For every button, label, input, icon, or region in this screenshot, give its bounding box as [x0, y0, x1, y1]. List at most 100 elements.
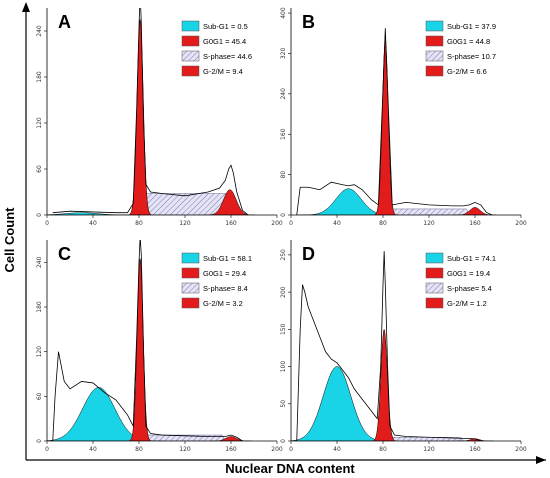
legend-label: G0G1 = 44.8: [447, 37, 490, 46]
panel-letter: B: [302, 12, 315, 32]
x-tick-label: 40: [333, 220, 341, 227]
x-tick-label: 200: [271, 446, 283, 453]
y-axis-label: Cell Count: [2, 207, 17, 273]
y-tick-label: 180: [36, 301, 43, 313]
y-tick-label: 200: [280, 286, 287, 298]
histogram-line: [52, 240, 243, 441]
panel-c: 0 40 80 120 160 200 0 60 120 180 240 C Sub-G1 = 58.1…: [36, 240, 283, 453]
x-axis-label: Nuclear DNA content: [225, 461, 355, 476]
histogram-line: [296, 28, 493, 215]
legend-swatch: [181, 20, 200, 32]
panel-letter: C: [58, 244, 71, 264]
y-tick-label: 80: [280, 171, 287, 179]
legend-swatch: [181, 297, 200, 309]
g0g1-peak: [371, 328, 398, 441]
legend-label: G-2/M = 3.2: [203, 299, 243, 308]
y-tick-label: 60: [36, 165, 43, 173]
x-tick-label: 40: [89, 446, 97, 453]
s-phase-area: [388, 208, 470, 215]
y-tick-label: 50: [280, 400, 287, 408]
panel-a: 0 40 80 120 160 200 0 60 120 180 240 A Sub-G1 = 0.5 G…: [36, 8, 283, 227]
histogram-line: [296, 251, 481, 441]
x-tick-label: 160: [225, 220, 237, 227]
x-tick-label: 0: [45, 220, 49, 227]
legend: Sub-G1 = 74.1 G0G1 = 19.4 S-phase= 5.4 G-2/…: [425, 252, 496, 309]
x-tick-label: 160: [469, 446, 481, 453]
legend-swatch: [425, 297, 444, 309]
y-tick-label: 250: [280, 249, 287, 261]
legend-label: Sub-G1 = 58.1: [203, 254, 252, 263]
panel-letter: A: [58, 12, 71, 32]
panel-d: 0 40 80 120 160 200 0 50 100 150 200 250 D Sub-G1 = 7…: [280, 240, 527, 453]
plot-area: [296, 28, 496, 215]
legend-swatch: [181, 65, 200, 77]
x-tick-label: 40: [333, 446, 341, 453]
y-tick-label: 240: [36, 256, 43, 268]
y-tick-label: 0: [36, 213, 43, 217]
x-tick-label: 80: [135, 220, 143, 227]
y-tick-label: 240: [280, 88, 287, 100]
legend-swatch: [425, 35, 444, 47]
x-tick-label: 160: [225, 446, 237, 453]
x-tick-label: 120: [423, 220, 435, 227]
legend-label: S-phase= 44.6: [203, 52, 252, 61]
legend: Sub-G1 = 58.1 G0G1 = 29.4 S-phase= 8.4 G-2/…: [181, 252, 252, 309]
y-tick-label: 240: [36, 25, 43, 37]
legend-label: G0G1 = 29.4: [203, 269, 246, 278]
x-tick-label: 120: [179, 446, 191, 453]
y-tick-label: 0: [280, 439, 287, 443]
y-tick-label: 400: [280, 7, 287, 19]
legend-label: Sub-G1 = 74.1: [447, 254, 496, 263]
y-tick-label: 180: [36, 71, 43, 83]
g0g1-peak: [373, 40, 398, 215]
x-tick-label: 0: [289, 220, 293, 227]
x-tick-label: 40: [89, 220, 97, 227]
plot-area: [291, 251, 494, 441]
x-tick-label: 120: [423, 446, 435, 453]
panel-b: 0 40 80 120 160 200 0 80 160 240 320 400 B Sub-G1 = 3…: [280, 7, 527, 227]
legend-label: G-2/M = 1.2: [447, 299, 487, 308]
legend-swatch: [181, 282, 200, 294]
y-tick-label: 100: [280, 361, 287, 373]
plot-area: [47, 8, 256, 215]
legend-swatch: [425, 282, 444, 294]
x-tick-label: 0: [289, 446, 293, 453]
x-tick-label: 80: [379, 446, 387, 453]
legend-label: Sub-G1 = 37.9: [447, 22, 496, 31]
y-tick-label: 0: [280, 213, 287, 217]
g0g1-peak: [127, 258, 153, 441]
legend-swatch: [181, 252, 200, 264]
legend-label: Sub-G1 = 0.5: [203, 22, 248, 31]
legend: Sub-G1 = 0.5 G0G1 = 45.4 S-phase= 44.6 G-2/…: [181, 20, 252, 77]
y-tick-label: 160: [280, 128, 287, 140]
y-tick-label: 320: [280, 48, 287, 60]
y-tick-label: 120: [36, 117, 43, 129]
g0g1-peak: [127, 19, 153, 215]
x-tick-label: 80: [135, 446, 143, 453]
legend-swatch: [181, 35, 200, 47]
legend-label: S-phase= 5.4: [447, 284, 492, 293]
s-phase-area: [143, 193, 229, 215]
y-tick-label: 150: [280, 323, 287, 335]
legend-label: G0G1 = 45.4: [203, 37, 246, 46]
legend-label: G-2/M = 6.6: [447, 67, 487, 76]
x-tick-label: 200: [271, 220, 283, 227]
histogram-panels: 0 40 80 120 160 200 0 60 120 180 240 A Sub-G1 = 0.5 G…: [36, 7, 527, 453]
legend-swatch: [425, 50, 444, 62]
x-tick-label: 200: [515, 446, 527, 453]
plot-area: [47, 240, 252, 441]
panel-letter: D: [302, 244, 315, 264]
legend-label: G-2/M = 9.4: [203, 67, 243, 76]
x-tick-label: 160: [469, 220, 481, 227]
figure-frame: [22, 2, 546, 464]
y-tick-label: 120: [36, 346, 43, 358]
y-tick-label: 0: [36, 439, 43, 443]
x-tick-label: 200: [515, 220, 527, 227]
legend-label: S-phase= 8.4: [203, 284, 248, 293]
legend-label: G0G1 = 19.4: [447, 269, 490, 278]
x-tick-label: 120: [179, 220, 191, 227]
x-tick-label: 80: [379, 220, 387, 227]
legend-label: S-phase= 10.7: [447, 52, 496, 61]
legend-swatch: [425, 65, 444, 77]
